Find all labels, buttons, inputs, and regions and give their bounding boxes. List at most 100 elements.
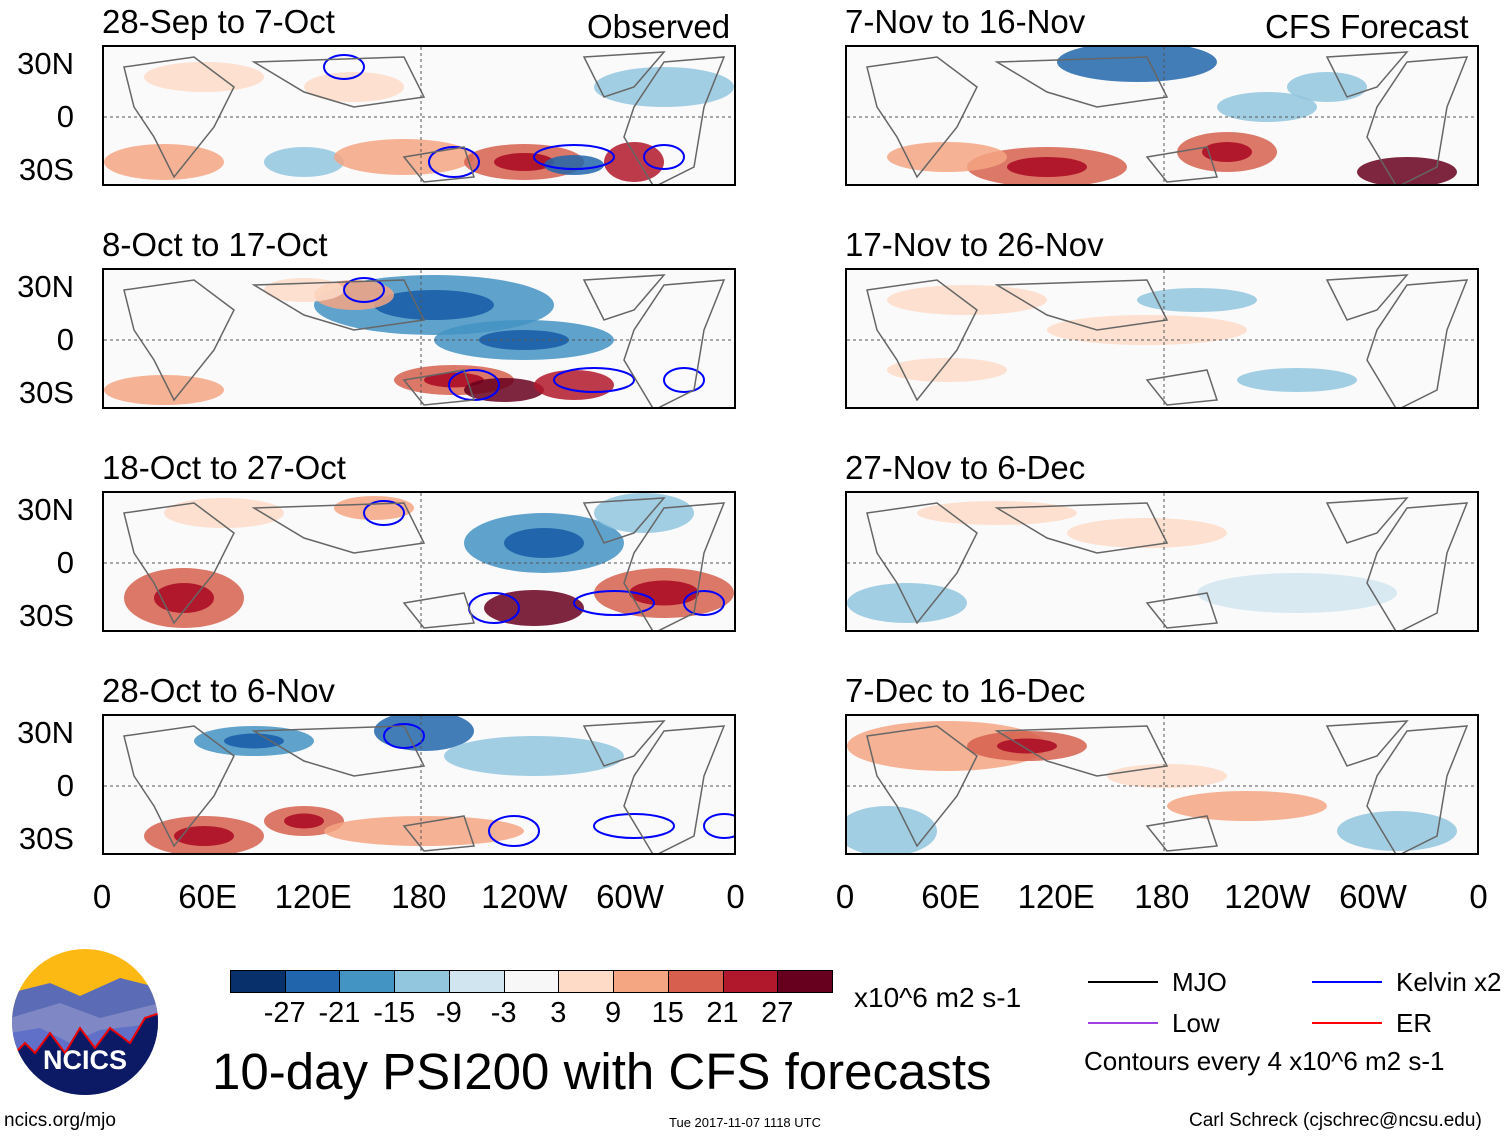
kelvin-contour — [363, 500, 405, 526]
coastline — [1325, 497, 1409, 544]
coastline — [402, 815, 476, 852]
kelvin-contour — [663, 367, 705, 393]
legend-label: MJO — [1172, 967, 1227, 997]
coastline — [866, 279, 978, 402]
colorbar-tick: 21 — [706, 997, 739, 1029]
kelvin-contour — [383, 723, 425, 749]
coastline — [623, 56, 726, 184]
anomaly-shading — [544, 155, 604, 175]
panel-title: 8-Oct to 17-Oct — [102, 226, 328, 263]
longitude-label: 180 — [391, 878, 447, 915]
anomaly-shading — [444, 736, 624, 776]
kelvin-contour — [488, 815, 540, 847]
legend-label: Low — [1172, 1008, 1220, 1038]
coastline — [582, 497, 666, 544]
anomaly-shading — [887, 142, 1007, 172]
map-panel-left-3 — [102, 491, 736, 632]
coastline — [251, 279, 426, 331]
anomaly-core — [629, 580, 699, 606]
legend-label: Kelvin x2 — [1396, 967, 1502, 997]
anomaly-shading — [594, 67, 734, 107]
anomaly-core — [174, 826, 234, 846]
colorbar-tick: -21 — [318, 997, 361, 1029]
anomaly-shading — [1217, 92, 1317, 122]
anomaly-core — [504, 528, 584, 558]
anomaly-shading — [1337, 811, 1457, 851]
panel-title: 28-Oct to 6-Nov — [102, 672, 335, 709]
kelvin-contour — [593, 813, 675, 839]
anomaly-shading — [1047, 315, 1247, 345]
anomaly-shading — [324, 816, 524, 846]
latitude-label: 0 — [56, 322, 74, 357]
anomaly-shading — [1197, 573, 1397, 613]
colorbar-tick: -9 — [436, 997, 462, 1029]
anomaly-shading — [464, 378, 544, 402]
colorbar-swatch — [722, 970, 779, 993]
kelvin-contour — [703, 813, 734, 839]
latitude-label: 30S — [18, 152, 74, 187]
longitude-label: 120W — [481, 878, 568, 915]
latitude-label: 30S — [18, 375, 74, 410]
anomaly-core — [997, 738, 1057, 754]
anomaly-shading — [1067, 518, 1227, 548]
map-panel-right-3 — [845, 491, 1479, 632]
latitude-label: 30N — [17, 715, 74, 750]
kelvin-contour — [343, 277, 385, 303]
kelvin-contour — [553, 367, 635, 393]
ncics-logo: NCICS — [12, 949, 158, 1095]
map-panel-right-2 — [845, 268, 1479, 409]
colorbar-swatch — [284, 970, 341, 993]
legend-line — [1312, 1022, 1382, 1024]
coastline — [866, 56, 978, 179]
legend-line — [1088, 981, 1158, 983]
coastline — [1145, 592, 1219, 629]
footer-url[interactable]: ncics.org/mjo — [4, 1110, 116, 1131]
anomaly-core — [1202, 142, 1252, 162]
anomaly-shading — [887, 285, 1047, 315]
panel-title: 17-Nov to 26-Nov — [845, 226, 1104, 263]
coastline — [1366, 502, 1469, 630]
latitude-label: 30N — [17, 46, 74, 81]
anomaly-shading — [847, 806, 937, 853]
anomaly-field — [104, 493, 734, 630]
anomaly-shading — [1107, 764, 1227, 788]
longitude-label: 0 — [726, 878, 745, 915]
coastline — [582, 51, 666, 98]
panel-title: 18-Oct to 27-Oct — [102, 449, 346, 486]
anomaly-shading — [917, 501, 1077, 525]
coastline — [623, 502, 726, 630]
colorbar-tick: -3 — [490, 997, 517, 1029]
latitude-label: 30S — [18, 598, 74, 633]
longitude-label: 0 — [835, 878, 855, 915]
coastline — [123, 56, 235, 179]
anomaly-shading — [484, 590, 584, 626]
colorbar-swatch — [777, 970, 833, 993]
anomaly-shading — [1057, 47, 1217, 82]
longitude-label: 120W — [1224, 878, 1311, 915]
anomaly-shading — [144, 62, 264, 92]
colorbar-swatch — [339, 970, 396, 993]
anomaly-shading — [104, 144, 224, 180]
footer-credit: Carl Schreck (cjschrec@ncsu.edu) — [1189, 1110, 1482, 1131]
anomaly-core — [494, 153, 554, 171]
colorbar-tick: -15 — [373, 997, 416, 1029]
kelvin-contour — [683, 590, 725, 616]
anomaly-shading — [604, 142, 664, 182]
coastline — [623, 725, 726, 853]
colorbar-tick: 9 — [605, 997, 622, 1029]
coastline — [1145, 146, 1219, 183]
anomaly-shading — [264, 147, 344, 177]
map-panel-right-4 — [845, 714, 1479, 855]
colorbar-swatch — [230, 970, 286, 993]
colorbar-swatch — [613, 970, 669, 993]
panel-title: 27-Nov to 6-Dec — [845, 449, 1086, 486]
panel-title: 7-Nov to 16-Nov — [845, 3, 1086, 40]
anomaly-field — [104, 716, 734, 853]
colorbar-units: x10^6 m2 s-1 — [854, 982, 1022, 1013]
longitude-label: 120E — [1017, 878, 1095, 915]
anomaly-field — [847, 270, 1477, 407]
coastline — [866, 502, 978, 625]
coastline — [251, 502, 426, 554]
colorbar-swatch — [667, 970, 724, 993]
